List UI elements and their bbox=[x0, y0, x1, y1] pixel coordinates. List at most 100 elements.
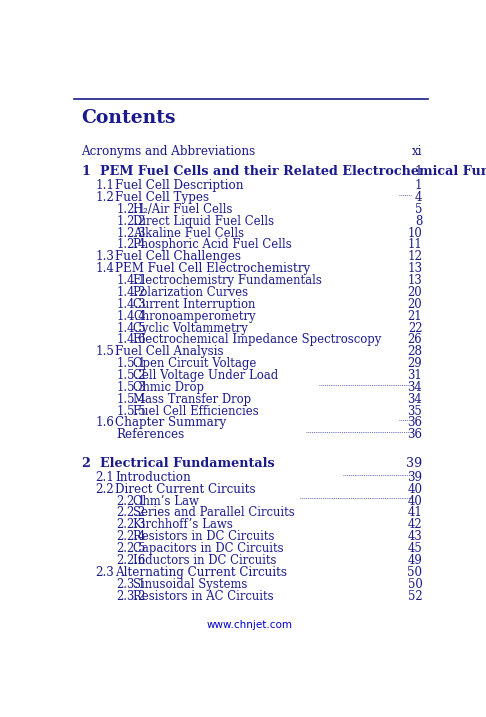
Text: Contents: Contents bbox=[82, 109, 176, 127]
Text: 1.4.1: 1.4.1 bbox=[116, 274, 146, 287]
Text: Alkaline Fuel Cells: Alkaline Fuel Cells bbox=[134, 227, 244, 239]
Text: xi: xi bbox=[412, 145, 422, 158]
Text: 36: 36 bbox=[407, 428, 422, 442]
Text: 41: 41 bbox=[408, 506, 422, 519]
Text: 26: 26 bbox=[408, 333, 422, 346]
Text: 1.2.3: 1.2.3 bbox=[116, 227, 146, 239]
Text: 52: 52 bbox=[408, 589, 422, 602]
Text: Kirchhoff’s Laws: Kirchhoff’s Laws bbox=[134, 518, 233, 531]
Text: 1.2.1: 1.2.1 bbox=[116, 203, 146, 216]
Text: 2.2.5: 2.2.5 bbox=[116, 542, 145, 555]
Text: References: References bbox=[116, 428, 184, 442]
Text: Direct Current Circuits: Direct Current Circuits bbox=[115, 483, 256, 495]
Text: 20: 20 bbox=[408, 298, 422, 310]
Text: 2.1: 2.1 bbox=[95, 471, 114, 484]
Text: 1.6: 1.6 bbox=[95, 417, 114, 429]
Text: PEM Fuel Cell Electrochemistry: PEM Fuel Cell Electrochemistry bbox=[115, 262, 311, 275]
Text: 2.2.2: 2.2.2 bbox=[116, 506, 145, 519]
Text: 35: 35 bbox=[408, 404, 422, 417]
Text: 5: 5 bbox=[415, 203, 422, 216]
Text: 1.5.1: 1.5.1 bbox=[116, 357, 146, 370]
Text: 2.3: 2.3 bbox=[95, 566, 114, 579]
Text: 50: 50 bbox=[408, 578, 422, 591]
Text: Current Interruption: Current Interruption bbox=[134, 298, 256, 310]
Text: 2.3.1: 2.3.1 bbox=[116, 578, 146, 591]
Text: 34: 34 bbox=[408, 393, 422, 406]
Text: Series and Parallel Circuits: Series and Parallel Circuits bbox=[134, 506, 295, 519]
Text: 1.3: 1.3 bbox=[95, 250, 114, 263]
Text: Introduction: Introduction bbox=[115, 471, 191, 484]
Text: 1.5.3: 1.5.3 bbox=[116, 381, 146, 394]
Text: 1.4.3: 1.4.3 bbox=[116, 298, 146, 310]
Text: 1.4.6: 1.4.6 bbox=[116, 333, 146, 346]
Text: Chapter Summary: Chapter Summary bbox=[115, 417, 226, 429]
Text: 1.2.4: 1.2.4 bbox=[116, 239, 146, 252]
Text: 2.2.1: 2.2.1 bbox=[116, 495, 145, 508]
Text: 40: 40 bbox=[408, 495, 422, 508]
Text: 40: 40 bbox=[407, 483, 422, 495]
Text: 1: 1 bbox=[82, 165, 90, 178]
Text: 1.4: 1.4 bbox=[95, 262, 114, 275]
Text: 1.1: 1.1 bbox=[95, 179, 114, 192]
Text: 20: 20 bbox=[408, 286, 422, 299]
Text: Phosphoric Acid Fuel Cells: Phosphoric Acid Fuel Cells bbox=[134, 239, 292, 252]
Text: Cell Voltage Under Load: Cell Voltage Under Load bbox=[134, 369, 278, 382]
Text: 28: 28 bbox=[407, 346, 422, 358]
Text: 42: 42 bbox=[408, 518, 422, 531]
Text: Direct Liquid Fuel Cells: Direct Liquid Fuel Cells bbox=[134, 214, 275, 228]
Text: Polarization Curves: Polarization Curves bbox=[134, 286, 248, 299]
Text: 1.4.5: 1.4.5 bbox=[116, 321, 146, 335]
Text: 22: 22 bbox=[408, 321, 422, 335]
Text: 1: 1 bbox=[415, 179, 422, 192]
Text: 4: 4 bbox=[415, 191, 422, 204]
Text: 1.5.2: 1.5.2 bbox=[116, 369, 146, 382]
Text: 2.2.3: 2.2.3 bbox=[116, 518, 145, 531]
Text: 2: 2 bbox=[82, 457, 90, 470]
Text: 2.2.6: 2.2.6 bbox=[116, 554, 145, 567]
Text: Fuel Cell Types: Fuel Cell Types bbox=[115, 191, 209, 204]
Text: Fuel Cell Efficiencies: Fuel Cell Efficiencies bbox=[134, 404, 259, 417]
Text: 2.2: 2.2 bbox=[95, 483, 114, 495]
Text: 43: 43 bbox=[408, 530, 422, 543]
Text: 12: 12 bbox=[407, 250, 422, 263]
Text: 8: 8 bbox=[415, 214, 422, 228]
Text: 1.5: 1.5 bbox=[95, 346, 114, 358]
Text: Alternating Current Circuits: Alternating Current Circuits bbox=[115, 566, 287, 579]
Text: 45: 45 bbox=[408, 542, 422, 555]
Text: 13: 13 bbox=[408, 274, 422, 287]
Text: Open Circuit Voltage: Open Circuit Voltage bbox=[134, 357, 257, 370]
Text: 1.5.4: 1.5.4 bbox=[116, 393, 146, 406]
Text: Fuel Cell Challenges: Fuel Cell Challenges bbox=[115, 250, 242, 263]
Text: PEM Fuel Cells and their Related Electrochemical Fundamentals: PEM Fuel Cells and their Related Electro… bbox=[100, 165, 486, 178]
Text: Ohm’s Law: Ohm’s Law bbox=[134, 495, 199, 508]
Text: Acronyms and Abbreviations: Acronyms and Abbreviations bbox=[82, 145, 256, 158]
Text: 29: 29 bbox=[408, 357, 422, 370]
Text: Ohmic Drop: Ohmic Drop bbox=[134, 381, 205, 394]
Text: 50: 50 bbox=[407, 566, 422, 579]
Text: 1.2: 1.2 bbox=[95, 191, 114, 204]
Text: 1: 1 bbox=[415, 165, 422, 178]
Text: 34: 34 bbox=[408, 381, 422, 394]
Text: Capacitors in DC Circuits: Capacitors in DC Circuits bbox=[134, 542, 284, 555]
Text: Resistors in AC Circuits: Resistors in AC Circuits bbox=[134, 589, 274, 602]
Text: www.chnjet.com: www.chnjet.com bbox=[206, 620, 292, 630]
Text: Fuel Cell Analysis: Fuel Cell Analysis bbox=[115, 346, 224, 358]
Text: Inductors in DC Circuits: Inductors in DC Circuits bbox=[134, 554, 277, 567]
Text: H₂/Air Fuel Cells: H₂/Air Fuel Cells bbox=[134, 203, 233, 216]
Text: 1.2.2: 1.2.2 bbox=[116, 214, 145, 228]
Text: 39: 39 bbox=[406, 457, 422, 470]
Text: Cyclic Voltammetry: Cyclic Voltammetry bbox=[134, 321, 248, 335]
Text: Mass Transfer Drop: Mass Transfer Drop bbox=[134, 393, 252, 406]
Text: 2.3.2: 2.3.2 bbox=[116, 589, 145, 602]
Text: 36: 36 bbox=[407, 417, 422, 429]
Text: Resistors in DC Circuits: Resistors in DC Circuits bbox=[134, 530, 275, 543]
Text: 1.4.4: 1.4.4 bbox=[116, 310, 146, 323]
Text: 21: 21 bbox=[408, 310, 422, 323]
Text: 13: 13 bbox=[407, 262, 422, 275]
Text: 31: 31 bbox=[408, 369, 422, 382]
Text: Chronoamperometry: Chronoamperometry bbox=[134, 310, 256, 323]
Text: 1.4.2: 1.4.2 bbox=[116, 286, 146, 299]
Text: 2.2.4: 2.2.4 bbox=[116, 530, 145, 543]
Text: Sinusoidal Systems: Sinusoidal Systems bbox=[134, 578, 248, 591]
Text: 11: 11 bbox=[408, 239, 422, 252]
